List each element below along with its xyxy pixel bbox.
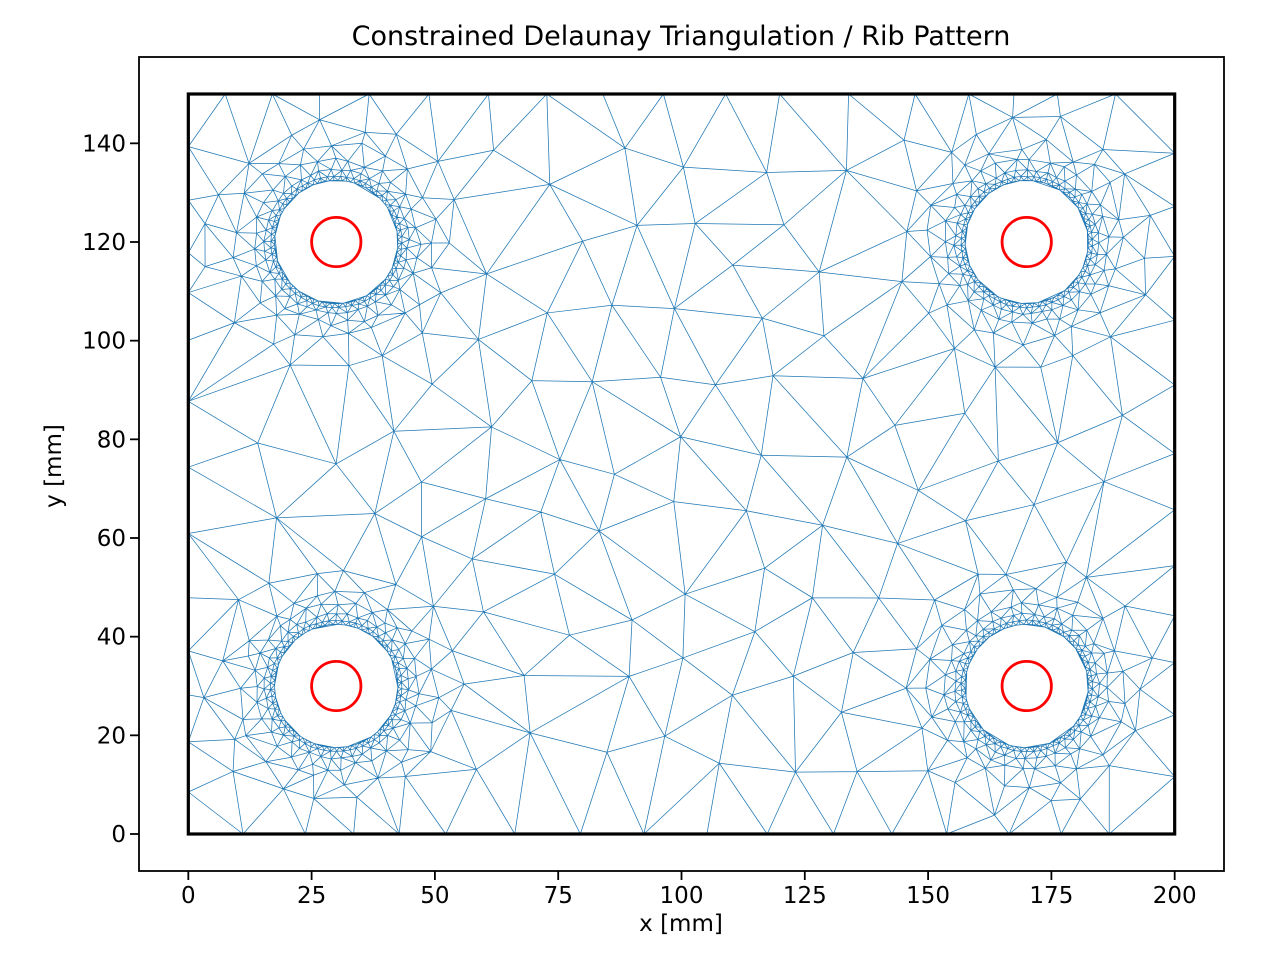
- x-tick-label: 200: [1153, 883, 1197, 909]
- x-tick-label: 75: [544, 883, 573, 909]
- y-tick-label: 0: [111, 822, 126, 848]
- y-tick-label: 80: [97, 427, 126, 453]
- y-tick-label: 40: [97, 625, 126, 651]
- geometry-layer: [186, 92, 1177, 836]
- mesh-layer: [187, 93, 1176, 835]
- x-tick-label: 150: [906, 883, 950, 909]
- y-tick-label: 120: [82, 230, 126, 256]
- x-tick-label: 50: [420, 883, 449, 909]
- pilot-hole-circle: [1000, 659, 1053, 713]
- plot-title: Constrained Delaunay Triangulation / Rib…: [352, 21, 1011, 52]
- x-axis-label: x [mm]: [639, 911, 723, 937]
- pilot-hole-circle: [310, 215, 363, 269]
- y-axis-label: y [mm]: [41, 424, 67, 508]
- mesh-edges: [187, 93, 1176, 835]
- x-axis-ticks: 0 25 50 75 100 125 150 175 200: [181, 871, 1197, 909]
- x-tick-label: 125: [783, 883, 827, 909]
- pilot-hole-circle: [1000, 215, 1053, 269]
- pilot-hole-circle: [310, 659, 363, 713]
- domain-boundary: [186, 92, 1177, 836]
- y-tick-label: 60: [97, 526, 126, 552]
- y-tick-label: 140: [82, 131, 126, 157]
- y-axis-ticks: 0 20 40 60 80 100 120 140: [82, 131, 139, 848]
- x-tick-label: 0: [181, 883, 196, 909]
- x-tick-label: 100: [660, 883, 704, 909]
- x-tick-label: 175: [1029, 883, 1073, 909]
- x-tick-label: 25: [297, 883, 326, 909]
- y-tick-label: 20: [97, 723, 126, 749]
- y-tick-label: 100: [82, 329, 126, 355]
